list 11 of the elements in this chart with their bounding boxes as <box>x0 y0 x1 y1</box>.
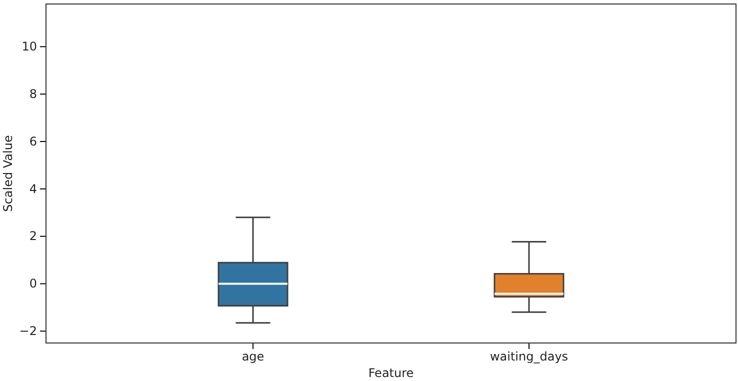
x-tick-label: waiting_days <box>490 350 568 364</box>
x-tick-label: age <box>242 350 264 364</box>
y-tick-label: 0 <box>29 276 37 291</box>
y-tick-label: 8 <box>29 86 37 101</box>
y-axis-title: Scaled Value <box>1 135 15 212</box>
y-tick-label: 4 <box>29 182 37 196</box>
y-tick-label: −2 <box>19 324 37 338</box>
y-tick-label: 10 <box>22 40 37 54</box>
y-tick-label: 2 <box>29 229 37 244</box>
x-axis-title: Feature <box>368 366 414 380</box>
y-tick-label: 6 <box>29 134 37 148</box>
